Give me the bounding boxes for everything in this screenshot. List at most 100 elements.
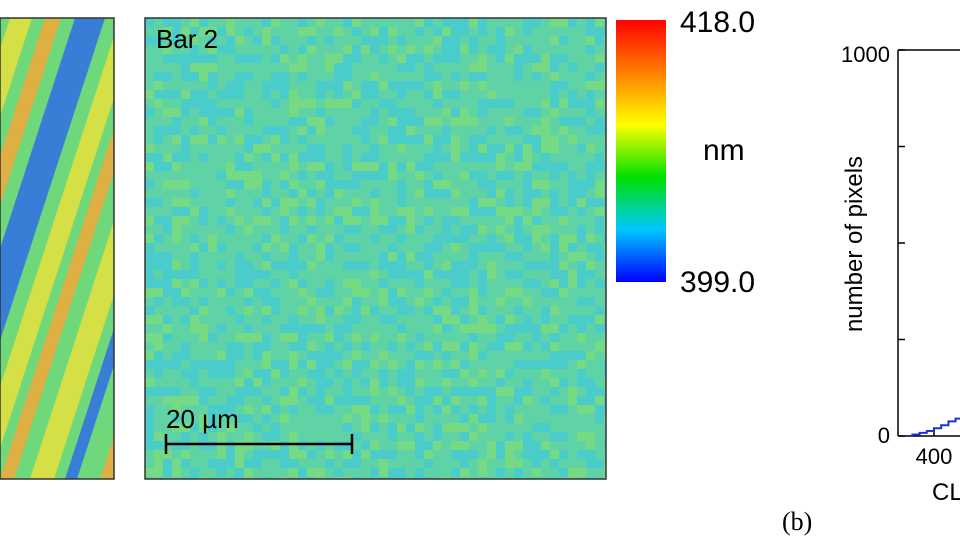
speckle-cell [487, 198, 496, 207]
speckle-cell [469, 225, 478, 234]
speckle-cell [352, 450, 361, 459]
speckle-cell [307, 297, 316, 306]
speckle-cell [289, 243, 298, 252]
speckle-cell [244, 54, 253, 63]
speckle-cell [280, 54, 289, 63]
speckle-cell [145, 315, 154, 324]
left-map-stripe [0, 18, 32, 117]
right-map-speckle [145, 18, 606, 479]
speckle-cell [145, 153, 154, 162]
speckle-cell [397, 306, 406, 315]
speckle-cell [433, 432, 442, 441]
speckle-cell [577, 432, 586, 441]
speckle-cell [604, 72, 606, 81]
speckle-cell [163, 72, 172, 81]
speckle-cell [577, 360, 586, 369]
speckle-cell [478, 135, 487, 144]
speckle-cell [514, 72, 523, 81]
speckle-cell [424, 243, 433, 252]
speckle-cell [208, 360, 217, 369]
speckle-cell [307, 99, 316, 108]
speckle-cell [559, 261, 568, 270]
speckle-cell [352, 54, 361, 63]
speckle-cell [172, 234, 181, 243]
speckle-cell [568, 252, 577, 261]
speckle-cell [487, 45, 496, 54]
speckle-cell [226, 108, 235, 117]
speckle-cell [334, 468, 343, 477]
speckle-cell [568, 90, 577, 99]
speckle-cell [478, 18, 487, 27]
speckle-cell [415, 378, 424, 387]
speckle-cell [289, 117, 298, 126]
speckle-cell [415, 171, 424, 180]
speckle-cell [370, 144, 379, 153]
speckle-cell [352, 243, 361, 252]
speckle-cell [469, 72, 478, 81]
speckle-cell [451, 216, 460, 225]
speckle-cell [604, 441, 606, 450]
speckle-cell [541, 198, 550, 207]
speckle-cell [433, 423, 442, 432]
speckle-cell [172, 297, 181, 306]
speckle-cell [262, 351, 271, 360]
speckle-cell [298, 468, 307, 477]
speckle-cell [199, 54, 208, 63]
speckle-cell [262, 288, 271, 297]
colorbar-max-label: 418.0 [680, 6, 755, 39]
speckle-cell [388, 252, 397, 261]
speckle-cell [325, 342, 334, 351]
speckle-cell [262, 207, 271, 216]
speckle-cell [244, 369, 253, 378]
speckle-cell [262, 216, 271, 225]
speckle-cell [370, 216, 379, 225]
speckle-cell [280, 198, 289, 207]
speckle-cell [577, 315, 586, 324]
speckle-cell [550, 198, 559, 207]
speckle-cell [550, 342, 559, 351]
speckle-cell [163, 27, 172, 36]
speckle-cell [253, 216, 262, 225]
speckle-cell [235, 162, 244, 171]
speckle-cell [604, 414, 606, 423]
speckle-cell [190, 72, 199, 81]
speckle-cell [334, 333, 343, 342]
speckle-cell [271, 360, 280, 369]
speckle-cell [469, 243, 478, 252]
speckle-cell [505, 207, 514, 216]
speckle-cell [397, 261, 406, 270]
speckle-cell [352, 333, 361, 342]
speckle-cell [604, 477, 606, 479]
speckle-cell [577, 225, 586, 234]
speckle-cell [433, 144, 442, 153]
speckle-cell [181, 72, 190, 81]
speckle-cell [172, 180, 181, 189]
speckle-cell [460, 18, 469, 27]
speckle-cell [442, 90, 451, 99]
speckle-cell [478, 270, 487, 279]
speckle-cell [451, 243, 460, 252]
speckle-cell [298, 54, 307, 63]
speckle-cell [469, 351, 478, 360]
speckle-cell [388, 270, 397, 279]
speckle-cell [496, 162, 505, 171]
speckle-cell [379, 261, 388, 270]
speckle-cell [226, 45, 235, 54]
speckle-cell [595, 153, 604, 162]
speckle-cell [181, 207, 190, 216]
speckle-cell [190, 468, 199, 477]
speckle-cell [442, 54, 451, 63]
speckle-cell [280, 261, 289, 270]
speckle-cell [343, 297, 352, 306]
speckle-cell [388, 108, 397, 117]
speckle-cell [505, 27, 514, 36]
speckle-cell [487, 414, 496, 423]
speckle-cell [604, 333, 606, 342]
speckle-cell [451, 72, 460, 81]
speckle-cell [451, 117, 460, 126]
speckle-cell [514, 153, 523, 162]
speckle-cell [361, 405, 370, 414]
speckle-cell [289, 90, 298, 99]
speckle-cell [199, 432, 208, 441]
speckle-cell [352, 315, 361, 324]
